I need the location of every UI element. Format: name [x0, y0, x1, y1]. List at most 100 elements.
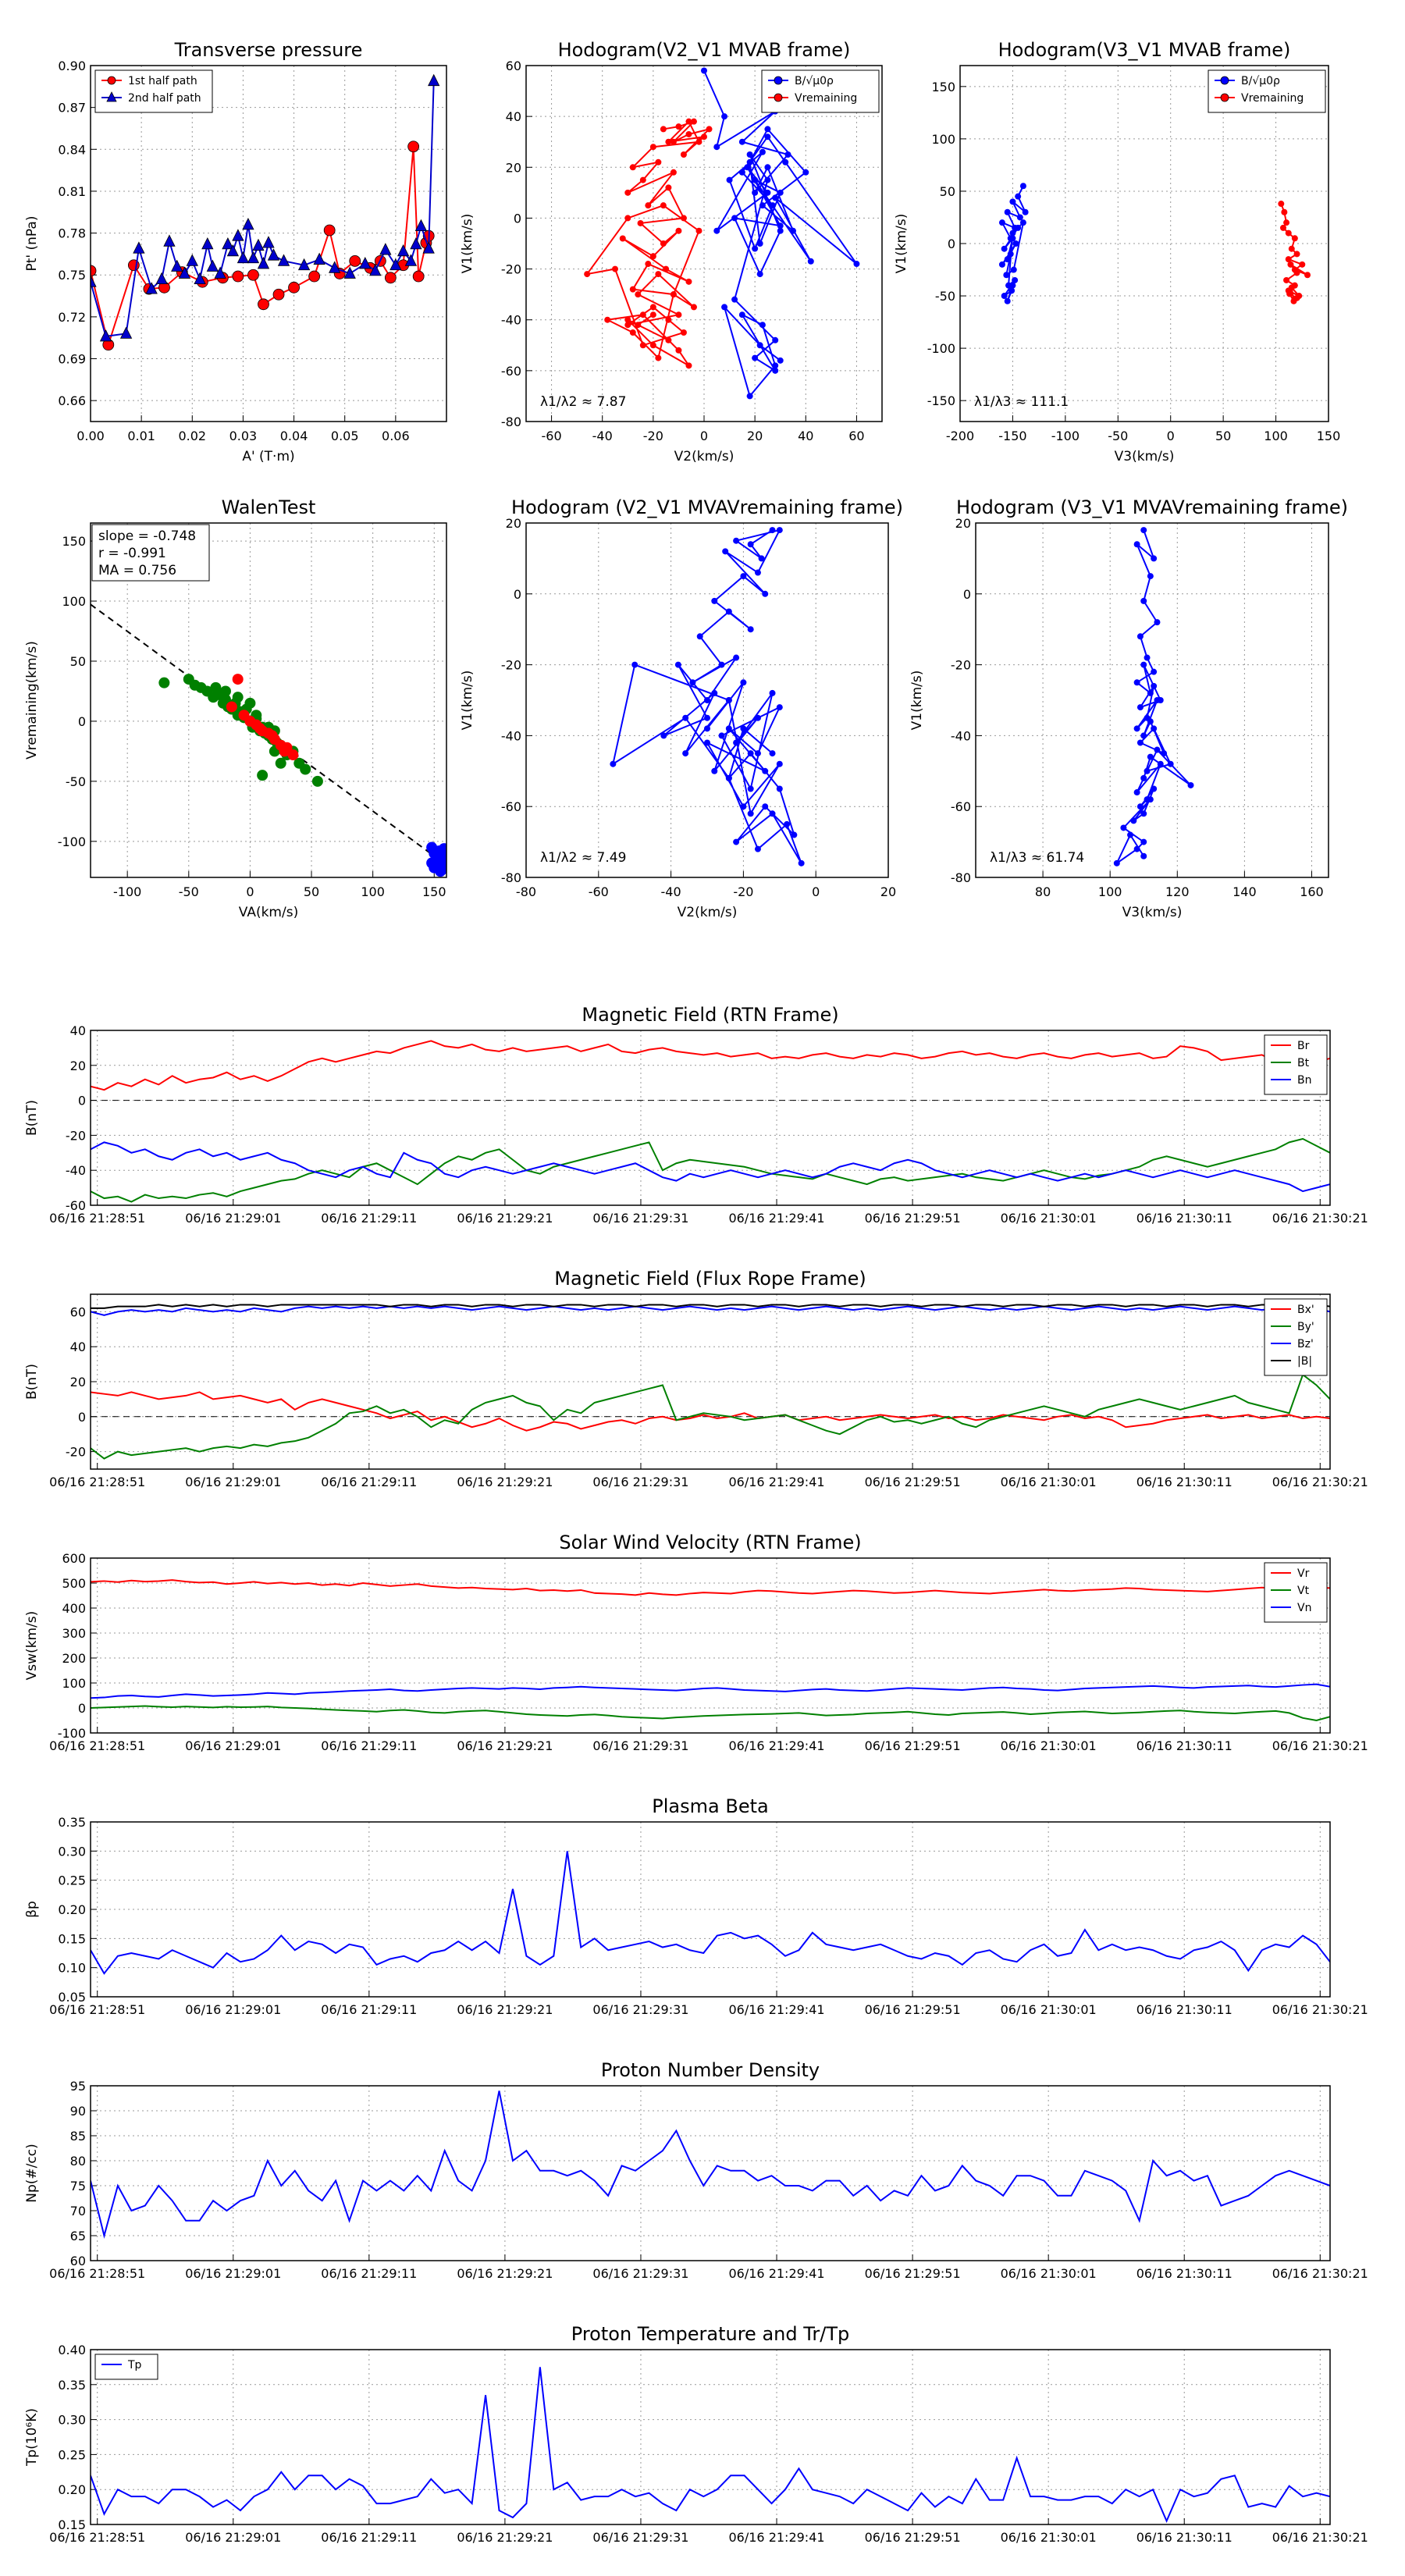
- legend-label: Vr: [1297, 1567, 1310, 1580]
- data-point: [1286, 290, 1293, 297]
- data-point: [237, 251, 250, 264]
- legend-marker: [774, 93, 783, 102]
- data-point: [1136, 803, 1144, 810]
- data-point: [1004, 256, 1011, 263]
- y-tick-label: -60: [66, 1198, 86, 1213]
- data-point: [759, 202, 766, 209]
- legend-label: By': [1297, 1321, 1314, 1333]
- x-tick-label: -20: [733, 884, 753, 899]
- data-point: [777, 357, 784, 364]
- data-point: [433, 852, 445, 864]
- x-tick-label: 06/16 21:30:11: [1136, 2002, 1232, 2017]
- data-point: [1154, 746, 1161, 753]
- data-point: [649, 304, 656, 311]
- y-tick-label: 80: [70, 2154, 86, 2169]
- data-point: [782, 158, 789, 165]
- data-point: [807, 258, 814, 265]
- plot-frame: [959, 65, 1329, 422]
- x-tick-label: 06/16 21:29:31: [592, 2266, 688, 2281]
- data-point: [308, 270, 321, 283]
- data-point: [772, 194, 779, 201]
- y-tick-label: 0.84: [58, 142, 86, 157]
- data-point: [1009, 235, 1016, 242]
- data-point: [1287, 261, 1294, 268]
- x-tick-label: 120: [1165, 884, 1190, 899]
- data-point: [1147, 573, 1154, 580]
- data-point: [670, 291, 677, 298]
- series-line-βp: [91, 1851, 1330, 1975]
- y-tick-label: -100: [927, 341, 955, 356]
- x-tick-label: 0.04: [280, 429, 308, 443]
- data-point: [704, 697, 710, 703]
- legend-label: Bn: [1297, 1074, 1311, 1087]
- data-point: [696, 633, 703, 640]
- data-point: [764, 126, 771, 133]
- data-point: [1019, 219, 1026, 226]
- x-tick-label: 06/16 21:30:01: [1001, 2266, 1097, 2281]
- data-point: [1140, 774, 1147, 781]
- y-tick-label: 150: [62, 534, 86, 549]
- y-tick-label: 0.75: [58, 268, 86, 283]
- data-point: [655, 354, 662, 361]
- y-tick-label: -40: [501, 728, 521, 743]
- y-tick-label: 60: [70, 1304, 86, 1319]
- data-point: [1283, 276, 1290, 283]
- data-point: [752, 189, 759, 196]
- data-point: [718, 732, 725, 739]
- x-tick-label: 06/16 21:30:01: [1001, 1211, 1097, 1226]
- data-point: [1127, 831, 1134, 838]
- data-point: [733, 739, 740, 746]
- plot-frame: [90, 1557, 1331, 1734]
- x-axis-label: A' (T·m): [242, 449, 294, 464]
- y-tick-label: 0.05: [58, 1990, 86, 2005]
- x-tick-label: 0.05: [331, 429, 359, 443]
- data-point: [311, 775, 323, 787]
- x-tick-label: 06/16 21:30:21: [1272, 2530, 1368, 2545]
- chart-title: Proton Temperature and Tr/Tp: [571, 2323, 849, 2345]
- data-point: [674, 661, 681, 668]
- x-tick-label: 06/16 21:29:01: [185, 1475, 281, 1489]
- data-point: [1130, 817, 1137, 824]
- data-point: [1140, 597, 1147, 604]
- data-point: [1140, 732, 1147, 739]
- plot-area: [998, 183, 1311, 304]
- data-point: [1304, 272, 1311, 279]
- series-line-Br: [91, 1040, 1330, 1091]
- y-tick-label: 0.69: [58, 352, 86, 367]
- data-point: [675, 123, 682, 130]
- data-point: [410, 237, 422, 250]
- chart-title: Hodogram (V3_V1 MVAVremaining frame): [956, 496, 1348, 518]
- y-tick-label: 0: [514, 587, 521, 602]
- data-point: [726, 176, 733, 183]
- data-point: [1299, 261, 1306, 268]
- data-point: [1003, 272, 1010, 279]
- data-point: [740, 573, 747, 580]
- x-tick-label: -200: [946, 429, 974, 443]
- stats-box: [91, 524, 210, 582]
- data-point: [1147, 689, 1154, 696]
- data-point: [257, 770, 269, 781]
- data-point: [1154, 619, 1161, 626]
- plot-frame: [975, 522, 1329, 878]
- y-tick-label: 60: [70, 2254, 86, 2268]
- data-point: [798, 859, 805, 866]
- x-tick-label: -40: [661, 884, 681, 899]
- data-point: [624, 316, 631, 323]
- y-tick-label: -80: [501, 415, 521, 429]
- data-point: [1007, 251, 1014, 258]
- y-tick-label: 150: [931, 80, 955, 94]
- data-point: [1009, 229, 1016, 237]
- y-tick-label: 0: [963, 587, 971, 602]
- legend-marker: [1220, 76, 1229, 85]
- data-point: [262, 236, 275, 248]
- x-tick-label: 06/16 21:30:01: [1001, 2002, 1097, 2017]
- data-point: [1015, 193, 1022, 200]
- x-tick-label: 06/16 21:29:11: [321, 2530, 417, 2545]
- data-point: [1012, 240, 1019, 247]
- y-tick-label: 40: [70, 1023, 86, 1038]
- x-tick-label: 06/16 21:29:21: [457, 1475, 553, 1489]
- legend-box: [94, 2354, 158, 2380]
- data-point: [776, 527, 783, 534]
- data-point: [680, 151, 687, 158]
- x-tick-label: 06/16 21:30:21: [1272, 1738, 1368, 1753]
